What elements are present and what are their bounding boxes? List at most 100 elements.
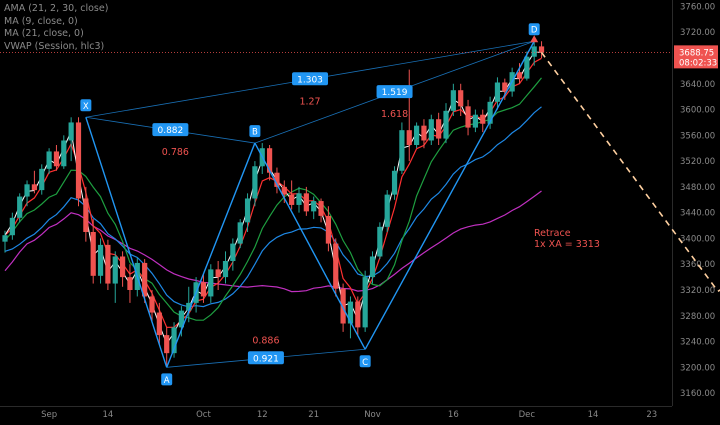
- candle[interactable]: [538, 46, 545, 53]
- candle[interactable]: [2, 235, 8, 242]
- candle[interactable]: [178, 310, 184, 328]
- legend-item-vwap[interactable]: VWAP (Session, hlc3): [4, 40, 105, 52]
- plot-area[interactable]: [0, 0, 672, 406]
- candle[interactable]: [289, 194, 295, 205]
- candle[interactable]: [186, 302, 192, 311]
- candle[interactable]: [369, 256, 376, 278]
- candle[interactable]: [105, 244, 111, 284]
- pattern-point-marker[interactable]: [80, 99, 92, 112]
- candle[interactable]: [516, 72, 523, 79]
- candle[interactable]: [340, 288, 346, 324]
- pattern-point-marker[interactable]: [249, 125, 261, 138]
- candle[interactable]: [208, 269, 214, 297]
- vwap-line: [4, 106, 542, 308]
- candle[interactable]: [325, 215, 331, 244]
- legend-item-ma21[interactable]: MA (21, close, 0): [4, 28, 84, 39]
- candle[interactable]: [443, 110, 449, 139]
- candle[interactable]: [75, 122, 82, 199]
- candle[interactable]: [97, 244, 104, 276]
- candle[interactable]: [487, 101, 493, 124]
- candle[interactable]: [252, 166, 258, 199]
- candle[interactable]: [200, 282, 207, 297]
- pattern-point-marker[interactable]: [161, 373, 173, 386]
- candle[interactable]: [149, 296, 155, 313]
- ratio-box-label: 1.303: [297, 75, 323, 85]
- candle[interactable]: [458, 90, 464, 107]
- ratio-box[interactable]: [152, 123, 189, 137]
- candle[interactable]: [480, 114, 486, 124]
- candle[interactable]: [9, 217, 15, 236]
- candle[interactable]: [61, 140, 67, 167]
- candle[interactable]: [450, 90, 456, 111]
- retrace-title: Retrace: [534, 228, 571, 239]
- ratio-target-label: 1.618: [381, 109, 408, 120]
- candle[interactable]: [237, 222, 243, 244]
- candle[interactable]: [83, 198, 89, 232]
- candle[interactable]: [46, 151, 52, 169]
- pattern-point-label: B: [252, 128, 258, 138]
- candle[interactable]: [399, 130, 405, 171]
- candle[interactable]: [355, 301, 361, 328]
- candle[interactable]: [494, 82, 501, 102]
- candle[interactable]: [156, 312, 162, 336]
- x-tick-label: 12: [257, 410, 268, 420]
- candle[interactable]: [318, 201, 324, 216]
- candle[interactable]: [524, 56, 530, 79]
- candle[interactable]: [414, 125, 420, 145]
- legend-item-ma9[interactable]: MA (9, close, 0): [4, 15, 78, 27]
- candle[interactable]: [222, 261, 229, 278]
- candle[interactable]: [17, 196, 23, 218]
- candle[interactable]: [296, 193, 302, 205]
- pattern-point-marker[interactable]: [528, 23, 540, 36]
- ratio-target-label: 0.786: [162, 147, 189, 158]
- candle[interactable]: [377, 226, 383, 257]
- x-tick-label: 14: [588, 410, 599, 420]
- candle[interactable]: [90, 232, 96, 276]
- ratio-box[interactable]: [247, 351, 284, 365]
- pattern-point-marker[interactable]: [359, 355, 371, 368]
- candle[interactable]: [215, 269, 221, 278]
- ratio-box[interactable]: [292, 72, 329, 86]
- candle[interactable]: [436, 119, 442, 139]
- candle[interactable]: [267, 148, 273, 173]
- candle[interactable]: [391, 170, 398, 195]
- candle[interactable]: [68, 122, 74, 141]
- candle[interactable]: [112, 256, 118, 284]
- candle[interactable]: [502, 82, 508, 92]
- candle[interactable]: [531, 46, 537, 57]
- candle[interactable]: [171, 327, 177, 354]
- candle[interactable]: [39, 168, 45, 191]
- candle[interactable]: [428, 119, 434, 141]
- legend-item-ama[interactable]: AMA (21, 2, 30, close): [4, 3, 109, 14]
- candle[interactable]: [465, 106, 471, 128]
- candle[interactable]: [281, 186, 287, 195]
- candle[interactable]: [230, 243, 236, 261]
- harmonic-pattern[interactable]: X A B C D 0.882 0.786 0.921 0.886 1.303 1.27 1.519 1…: [80, 23, 540, 386]
- candle[interactable]: [274, 172, 280, 187]
- candle[interactable]: [303, 193, 309, 212]
- candle[interactable]: [31, 184, 37, 191]
- candle[interactable]: [384, 194, 390, 227]
- candle[interactable]: [127, 277, 133, 290]
- pattern-leg: [364, 40, 535, 350]
- candle[interactable]: [362, 277, 368, 328]
- price-tag[interactable]: [674, 45, 718, 69]
- candle[interactable]: [472, 114, 478, 128]
- ratio-box[interactable]: [376, 85, 413, 99]
- ratio-box-label: 1.519: [382, 88, 408, 98]
- candle[interactable]: [347, 301, 354, 324]
- candle[interactable]: [53, 151, 60, 167]
- candle[interactable]: [24, 184, 30, 197]
- candle[interactable]: [244, 198, 251, 223]
- candle[interactable]: [164, 335, 170, 354]
- candle[interactable]: [406, 130, 412, 145]
- candle[interactable]: [333, 243, 339, 289]
- candle[interactable]: [421, 125, 427, 141]
- candle[interactable]: [142, 262, 148, 297]
- ratio-box-label: 0.921: [253, 354, 279, 364]
- candle[interactable]: [311, 201, 317, 212]
- y-tick-label: 3200.00: [680, 363, 715, 373]
- candle[interactable]: [120, 256, 126, 278]
